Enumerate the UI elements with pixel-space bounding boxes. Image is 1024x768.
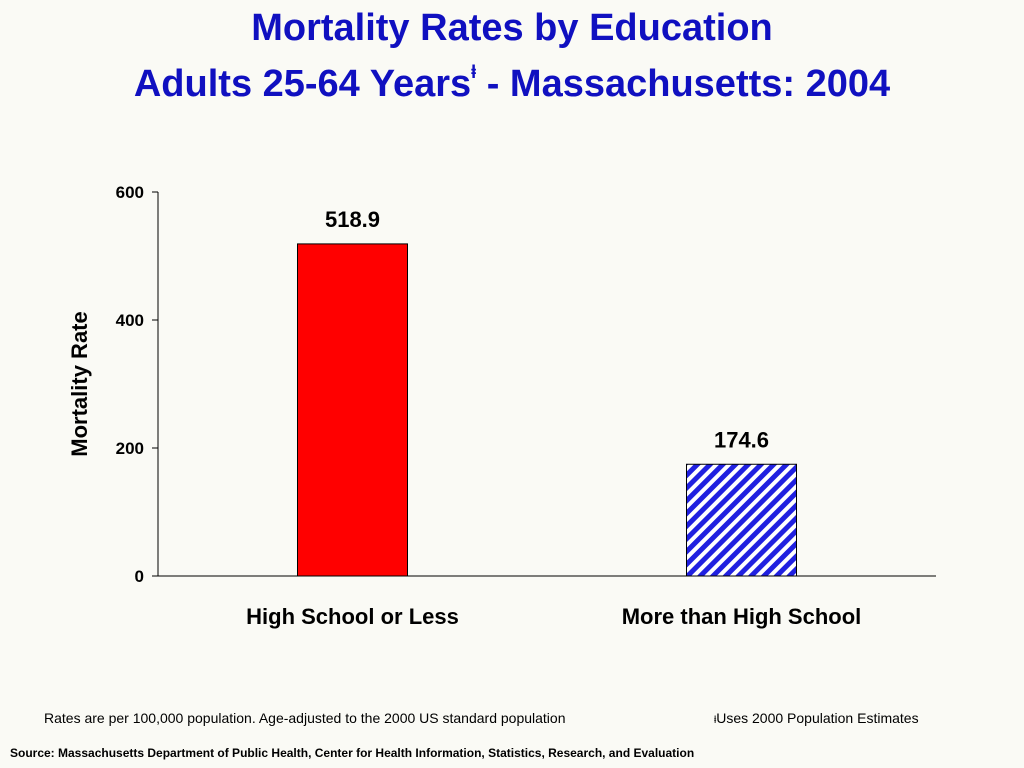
title-line-2-rest: - Massachusetts: 2004: [476, 63, 891, 105]
chart-axes: 0 200 400 600: [116, 183, 936, 586]
title-line-1: Mortality Rates by Education: [251, 7, 773, 49]
bar: [297, 243, 408, 577]
y-tick-label: 200: [116, 439, 144, 458]
bar-chart: 0 200 400 600 518.9 High School or Less 174.6…: [67, 183, 936, 629]
title-line-2: Adults 25-64 Yearsⱡ - Massachusetts: 200…: [0, 50, 1024, 106]
y-tick-label: 0: [135, 567, 144, 586]
chart-bars: [297, 243, 797, 577]
y-axis-label: Mortality Rate: [67, 311, 92, 456]
chart-title: Mortality Rates by Education Adults 25-6…: [0, 6, 1024, 106]
bar-value-label: 518.9: [325, 207, 380, 232]
dagger-note-text: Uses 2000 Population Estimates: [716, 710, 919, 726]
source-note: Source: Massachusetts Department of Publ…: [10, 746, 695, 760]
dagger-footnote: ⱡUses 2000 Population Estimates: [714, 710, 919, 726]
bar: [686, 463, 797, 577]
y-tick-label: 400: [116, 311, 144, 330]
rates-footnote: Rates are per 100,000 population. Age-ad…: [44, 710, 566, 726]
dagger-symbol: ⱡ: [714, 715, 717, 726]
x-category-label: More than High School: [622, 604, 862, 629]
title-line-2-main: Adults 25-64 Years: [133, 63, 472, 105]
title-dagger-mark: ⱡ: [471, 62, 477, 82]
x-category-label: High School or Less: [246, 604, 459, 629]
bar-value-label: 174.6: [714, 427, 769, 452]
y-tick-label: 600: [116, 183, 144, 202]
chart-labels: 518.9 High School or Less 174.6 More than H…: [246, 207, 861, 629]
